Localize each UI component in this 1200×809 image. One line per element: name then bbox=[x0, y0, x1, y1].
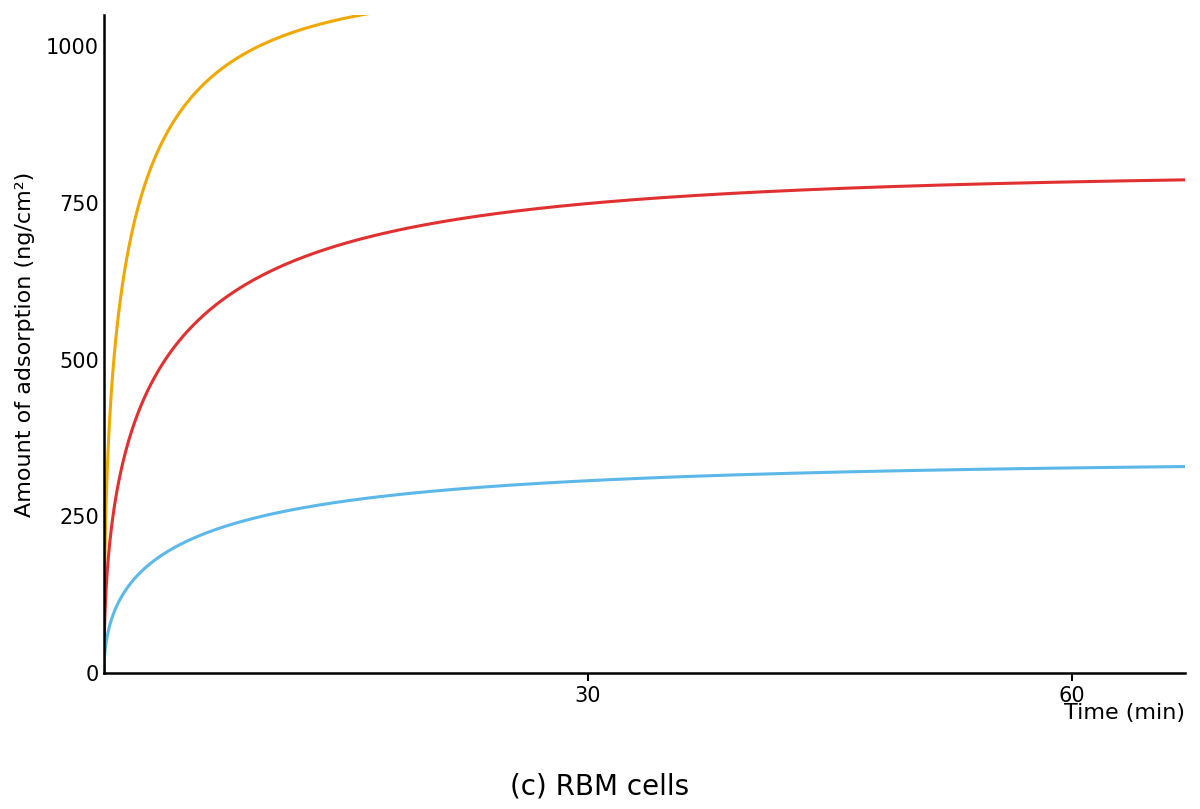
Y-axis label: Amount of adsorption (ng/cm²): Amount of adsorption (ng/cm²) bbox=[14, 172, 35, 517]
Text: Time (min): Time (min) bbox=[1064, 703, 1186, 722]
Text: (c) RBM cells: (c) RBM cells bbox=[510, 773, 690, 801]
